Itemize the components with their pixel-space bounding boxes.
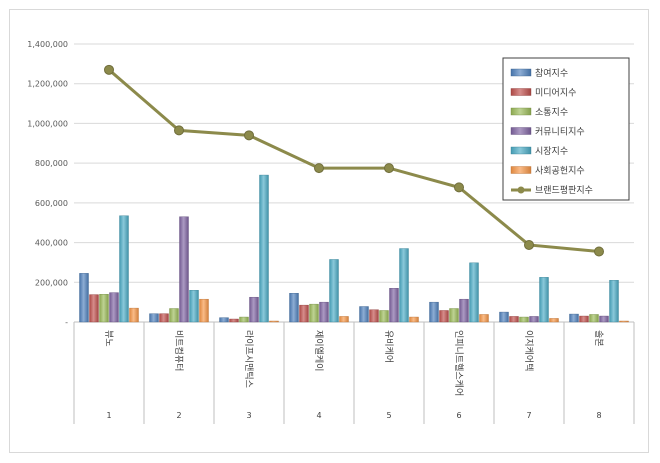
bar — [359, 306, 369, 323]
y-tick-label: 400,000 — [35, 239, 68, 248]
category-label: 제이엘케이 — [313, 330, 324, 371]
line-point — [524, 239, 534, 250]
bar — [189, 290, 199, 323]
line-point — [384, 163, 394, 174]
bar — [329, 259, 339, 323]
category-label: 이지케어텍 — [523, 330, 534, 371]
bar — [199, 298, 209, 323]
bar — [429, 301, 439, 323]
bar — [399, 248, 409, 323]
category-label: 유비케어 — [383, 330, 394, 363]
brand-reputation-chart: - 200,000 400,000 600,000 800,000 1,000,000 1,… — [27, 40, 635, 424]
bar — [599, 315, 609, 323]
bar — [219, 317, 229, 323]
line-point — [174, 125, 184, 136]
bar — [179, 216, 189, 323]
line-point — [104, 64, 114, 75]
bar — [619, 320, 629, 323]
y-tick-label: 800,000 — [35, 159, 68, 168]
line-series — [108, 68, 600, 254]
bar — [249, 296, 259, 323]
category-number: 1 — [106, 411, 111, 420]
bar — [579, 315, 589, 323]
bar — [439, 310, 449, 323]
legend-label: 미디어지수 — [535, 88, 576, 99]
bar — [529, 316, 539, 323]
line-point — [594, 246, 604, 257]
bar — [169, 308, 179, 323]
legend-label: 사회공헌지수 — [535, 166, 585, 177]
bar — [589, 314, 599, 323]
legend-label: 소통지수 — [535, 107, 568, 118]
legend-label: 참여지수 — [535, 67, 568, 79]
y-tick-label: 1,400,000 — [27, 40, 68, 49]
bar — [289, 293, 299, 323]
bar — [549, 318, 559, 323]
legend-swatch — [510, 146, 532, 155]
bar — [259, 174, 269, 323]
bar — [479, 314, 489, 323]
bar — [369, 309, 379, 323]
y-tick-label: 1,200,000 — [27, 80, 68, 89]
bar — [569, 313, 579, 323]
legend-line-marker — [517, 186, 525, 194]
y-tick-label: 1,000,000 — [27, 119, 68, 128]
bar — [309, 303, 319, 323]
category-number: 4 — [316, 411, 321, 420]
bar — [129, 307, 139, 323]
legend-label: 브랜드평판지수 — [535, 185, 593, 196]
bar — [239, 316, 249, 323]
category-number: 5 — [386, 411, 391, 420]
legend-swatch — [510, 68, 532, 77]
category-label: 인피니트헬스케어 — [453, 330, 464, 396]
bar — [229, 318, 239, 323]
bar — [609, 280, 619, 323]
bar — [299, 304, 309, 323]
bar — [109, 292, 119, 323]
bar — [449, 308, 459, 323]
category-label: 뷰노 — [103, 330, 114, 347]
bar — [319, 301, 329, 323]
category-number: 2 — [176, 411, 181, 420]
category-label: 라이프시맨틱스 — [243, 330, 255, 388]
y-tick-label: 600,000 — [35, 199, 68, 208]
bar — [269, 320, 279, 323]
bar — [459, 298, 469, 323]
category-number: 6 — [456, 411, 461, 420]
chart-frame: - 200,000 400,000 600,000 800,000 1,000,000 1,… — [9, 9, 649, 453]
legend-swatch — [510, 127, 532, 135]
category-label: 비트컴퓨터 — [173, 330, 185, 371]
y-tick-label: 200,000 — [35, 278, 68, 287]
bar — [409, 316, 419, 323]
bar — [339, 316, 349, 323]
bar — [149, 313, 159, 323]
line-point — [454, 182, 464, 193]
bar — [119, 215, 129, 323]
line-point — [314, 163, 324, 174]
bar — [509, 316, 519, 323]
category-number: 3 — [246, 411, 251, 420]
bar — [469, 262, 479, 323]
bar — [99, 294, 109, 323]
bar — [519, 316, 529, 323]
category-number: 7 — [526, 411, 531, 420]
legend-swatch — [510, 88, 532, 96]
bar — [159, 313, 169, 323]
category-label: 솔본 — [593, 330, 604, 347]
bar — [379, 310, 389, 323]
legend-label: 시장지수 — [535, 146, 568, 157]
y-tick-label: - — [65, 318, 68, 327]
legend-swatch — [510, 166, 532, 174]
legend-swatch — [510, 107, 532, 116]
legend-label: 커뮤니티지수 — [535, 127, 585, 138]
line-point — [244, 130, 254, 141]
bar — [539, 277, 549, 323]
bar — [389, 288, 399, 323]
bar — [89, 294, 99, 323]
category-number: 8 — [596, 411, 601, 420]
bar — [79, 273, 89, 323]
bar — [499, 311, 509, 323]
